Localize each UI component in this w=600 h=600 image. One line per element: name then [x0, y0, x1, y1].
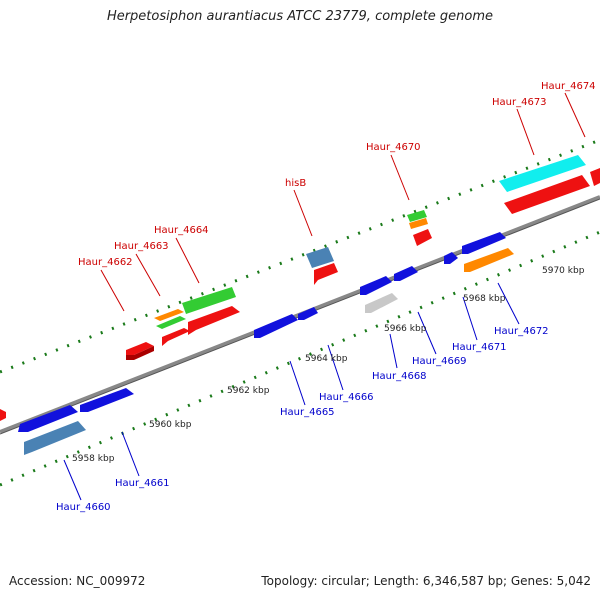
gene-label-haur-4664[interactable]: Haur_4664	[154, 225, 209, 236]
gene-label-haur-4672[interactable]: Haur_4672	[494, 326, 549, 337]
accession-text: Accession: NC_009972	[9, 574, 146, 588]
map-title: Herpetosiphon aurantiacus ATCC 23779, co…	[106, 9, 494, 24]
gene-feature-haur-4672[interactable]	[464, 248, 514, 272]
gene-feature-hisb[interactable]	[306, 247, 338, 285]
reverse-leader-lines	[63, 282, 520, 501]
kbp-label: 5960 kbp	[149, 420, 192, 430]
gene-feature-forward-edge[interactable]	[0, 409, 6, 421]
gene-label-haur-4669[interactable]: Haur_4669	[412, 356, 467, 367]
kbp-label: 5958 kbp	[72, 454, 115, 464]
kbp-label: 5970 kbp	[542, 266, 585, 276]
forward-leader-lines	[100, 92, 586, 312]
gene-feature-haur-4670[interactable]	[407, 210, 432, 246]
gene-label-haur-4666[interactable]: Haur_4666	[319, 392, 374, 403]
gene-label-haur-4663[interactable]: Haur_4663	[114, 241, 169, 252]
gene-label-haur-4662[interactable]: Haur_4662	[78, 257, 133, 268]
reverse-tick-track	[0, 230, 600, 487]
kbp-label: 5962 kbp	[227, 386, 270, 396]
gene-label-haur-4665[interactable]: Haur_4665	[280, 407, 335, 418]
gene-feature-haur-4671[interactable]	[444, 232, 506, 264]
gene-label-haur-4674[interactable]: Haur_4674	[541, 81, 596, 92]
gene-feature-haur-4674[interactable]	[504, 168, 600, 214]
gene-feature-haur-4668[interactable]	[360, 276, 398, 313]
gene-feature-haur-4660[interactable]	[18, 405, 86, 455]
gene-feature-haur-4673[interactable]	[499, 155, 586, 192]
gene-label-hisb[interactable]: hisB	[285, 178, 306, 189]
gene-label-haur-4660[interactable]: Haur_4660	[56, 502, 111, 513]
gene-label-haur-4670[interactable]: Haur_4670	[366, 142, 421, 153]
forward-tick-track	[0, 138, 600, 374]
gene-feature-haur-4661[interactable]	[80, 388, 134, 412]
kbp-label: 5968 kbp	[463, 294, 506, 304]
gene-feature-haur-4662[interactable]	[126, 342, 154, 360]
kbp-label: 5964 kbp	[305, 354, 348, 364]
gene-feature-haur-4665[interactable]	[254, 314, 298, 338]
gene-feature-haur-4663[interactable]	[154, 309, 190, 346]
kbp-label: 5966 kbp	[384, 324, 427, 334]
gene-feature-haur-4664[interactable]	[182, 287, 240, 335]
gene-label-haur-4673[interactable]: Haur_4673	[492, 97, 547, 108]
gene-label-haur-4661[interactable]: Haur_4661	[115, 478, 170, 489]
gene-feature-haur-4669[interactable]	[394, 266, 418, 281]
gene-feature-haur-4666[interactable]	[298, 307, 318, 320]
gene-label-haur-4668[interactable]: Haur_4668	[372, 371, 427, 382]
genome-summary-text: Topology: circular; Length: 6,346,587 bp…	[261, 574, 591, 588]
gene-label-haur-4671[interactable]: Haur_4671	[452, 342, 507, 353]
